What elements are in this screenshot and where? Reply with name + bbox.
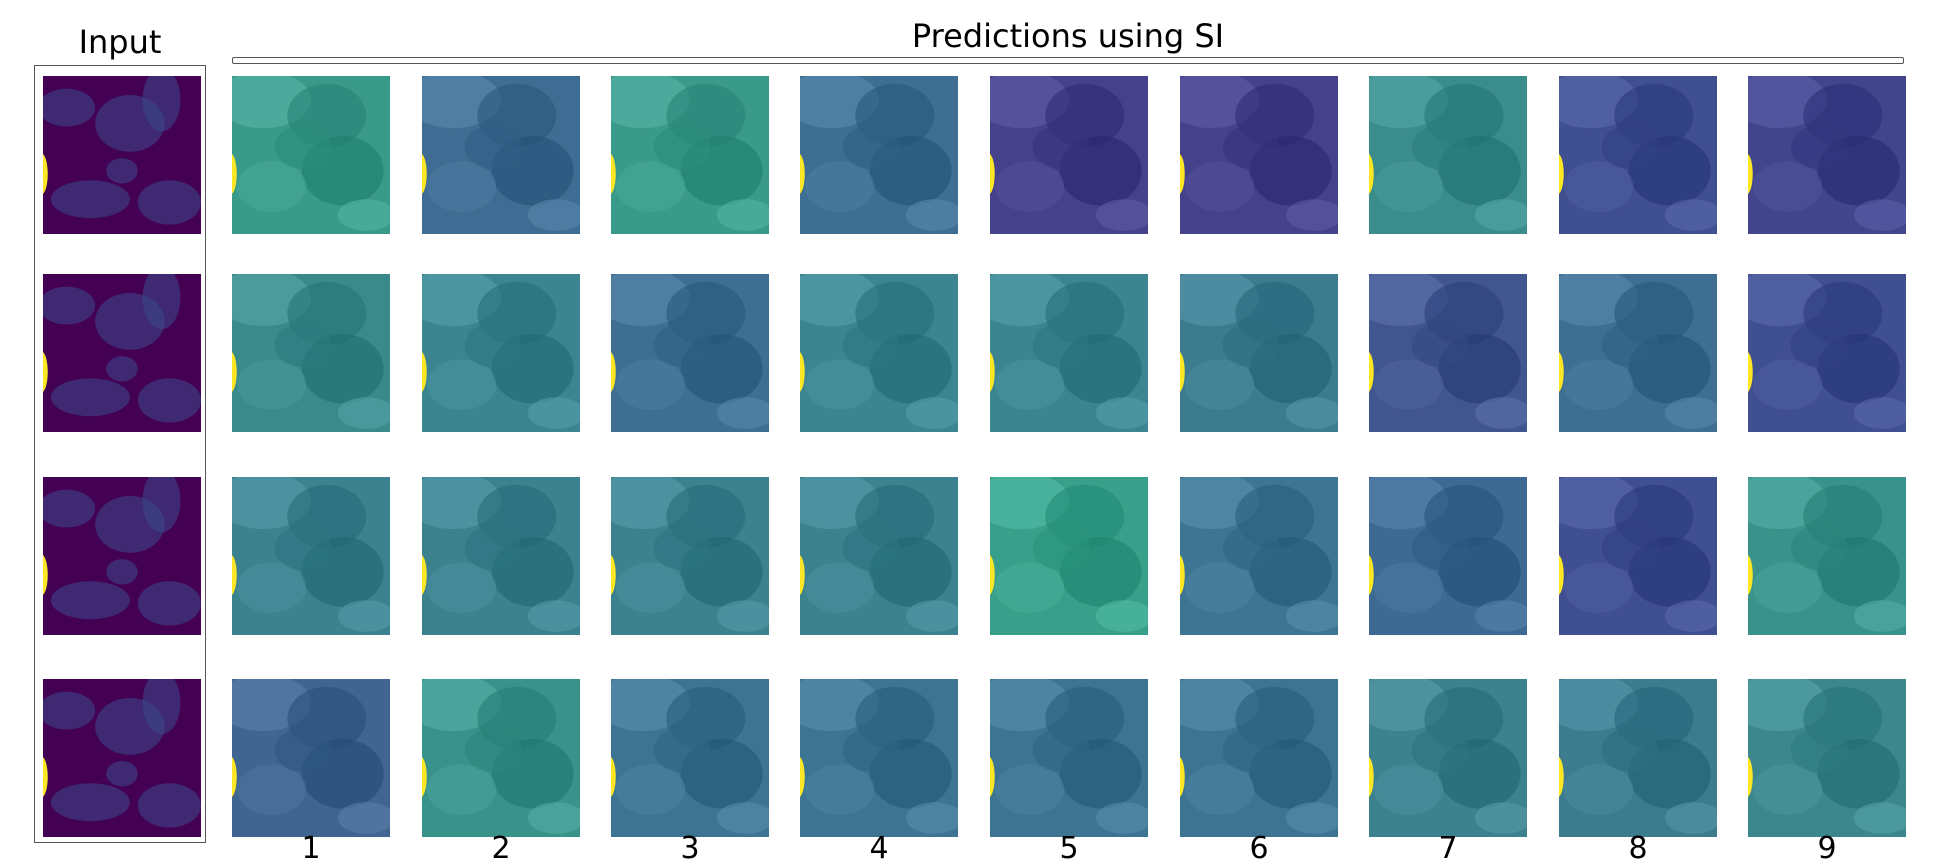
prediction-image bbox=[990, 477, 1148, 635]
prediction-image bbox=[800, 477, 958, 635]
predictions-bracket bbox=[232, 57, 1904, 64]
column-label: 4 bbox=[869, 831, 889, 866]
prediction-image bbox=[1559, 274, 1717, 432]
prediction-image bbox=[422, 76, 580, 234]
prediction-image bbox=[800, 679, 958, 837]
prediction-image bbox=[611, 76, 769, 234]
prediction-image bbox=[1180, 76, 1338, 234]
prediction-image bbox=[1748, 679, 1906, 837]
prediction-image bbox=[611, 679, 769, 837]
column-label: 5 bbox=[1059, 831, 1079, 866]
column-label: 1 bbox=[301, 831, 321, 866]
prediction-image bbox=[232, 76, 390, 234]
prediction-image bbox=[990, 679, 1148, 837]
input-frame bbox=[34, 65, 206, 843]
prediction-image bbox=[422, 274, 580, 432]
prediction-image bbox=[800, 274, 958, 432]
prediction-image bbox=[422, 477, 580, 635]
column-label: 9 bbox=[1817, 831, 1837, 866]
prediction-image bbox=[1748, 274, 1906, 432]
input-image bbox=[43, 679, 201, 837]
input-image bbox=[43, 477, 201, 635]
prediction-image bbox=[800, 76, 958, 234]
prediction-image bbox=[1369, 477, 1527, 635]
column-label: 2 bbox=[491, 831, 511, 866]
prediction-image bbox=[232, 274, 390, 432]
prediction-image bbox=[1369, 274, 1527, 432]
column-label: 8 bbox=[1628, 831, 1648, 866]
prediction-image bbox=[1748, 477, 1906, 635]
prediction-image bbox=[232, 477, 390, 635]
prediction-image bbox=[1559, 679, 1717, 837]
input-image bbox=[43, 76, 201, 234]
prediction-image bbox=[1180, 274, 1338, 432]
prediction-image bbox=[1369, 679, 1527, 837]
prediction-image bbox=[990, 274, 1148, 432]
prediction-image bbox=[1180, 477, 1338, 635]
input-title: Input bbox=[78, 23, 162, 61]
prediction-image bbox=[611, 274, 769, 432]
column-label: 7 bbox=[1438, 831, 1458, 866]
input-image bbox=[43, 274, 201, 432]
prediction-image bbox=[422, 679, 580, 837]
prediction-image bbox=[990, 76, 1148, 234]
prediction-image bbox=[1559, 477, 1717, 635]
prediction-image bbox=[1369, 76, 1527, 234]
prediction-image bbox=[1180, 679, 1338, 837]
column-label: 6 bbox=[1249, 831, 1269, 866]
prediction-image bbox=[611, 477, 769, 635]
prediction-image bbox=[232, 679, 390, 837]
prediction-image bbox=[1559, 76, 1717, 234]
predictions-title: Predictions using SI bbox=[911, 17, 1225, 55]
column-label: 3 bbox=[680, 831, 700, 866]
prediction-image bbox=[1748, 76, 1906, 234]
